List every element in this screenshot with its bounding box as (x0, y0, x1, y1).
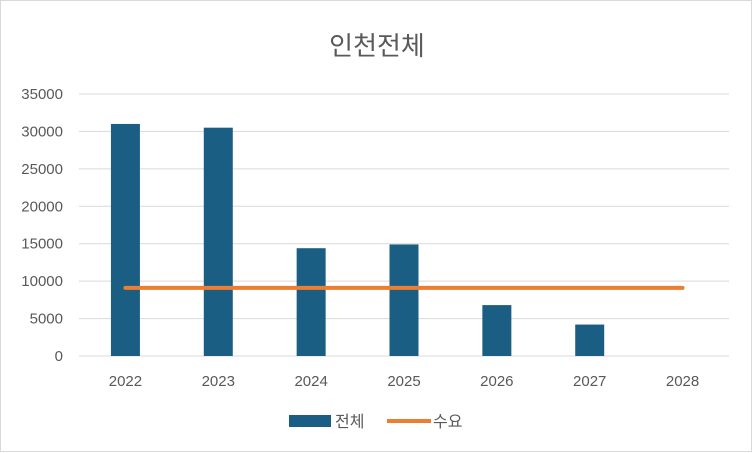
x-tick-label: 2023 (202, 373, 235, 390)
chart-title: 인천전체 (329, 32, 425, 62)
bar (575, 324, 605, 356)
legend: 전체 수요 (289, 412, 462, 431)
bar (482, 305, 512, 356)
x-tick-label: 2022 (109, 373, 142, 390)
bar (389, 244, 419, 356)
bar (296, 248, 326, 356)
y-tick-label: 25000 (21, 161, 63, 178)
y-tick-label: 10000 (21, 273, 63, 290)
y-axis: 0 5000 10000 15000 20000 25000 30000 35000 (21, 86, 63, 365)
bar (110, 123, 140, 356)
x-axis: 2022 2023 2024 2025 2026 2027 2028 (109, 373, 700, 390)
bar (203, 127, 233, 356)
y-tick-label: 30000 (21, 123, 63, 140)
y-tick-label: 35000 (21, 86, 63, 103)
y-tick-label: 0 (55, 348, 63, 365)
x-tick-label: 2025 (387, 373, 420, 390)
y-tick-label: 15000 (21, 236, 63, 253)
x-tick-label: 2028 (666, 373, 699, 390)
legend-label-line: 수요 (433, 412, 462, 431)
y-tick-label: 5000 (30, 311, 63, 328)
y-tick-label: 20000 (21, 198, 63, 215)
bar-series (110, 123, 605, 356)
x-tick-label: 2026 (480, 373, 513, 390)
x-tick-label: 2027 (573, 373, 606, 390)
legend-label-bar: 전체 (335, 412, 364, 431)
x-tick-label: 2024 (294, 373, 327, 390)
legend-swatch-bar (289, 415, 331, 427)
